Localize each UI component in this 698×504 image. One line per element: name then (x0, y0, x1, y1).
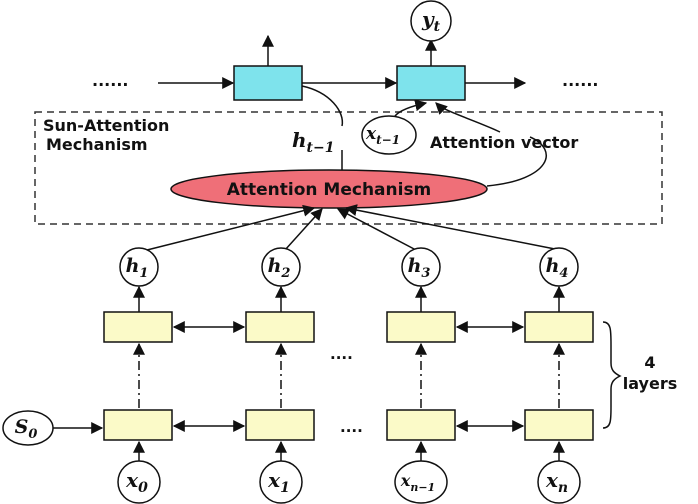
output-label-yt: yt (421, 7, 441, 35)
attention-vector-to-decoder (435, 102, 501, 133)
input-node-x0: x0 (117, 460, 161, 504)
top-middle-dots: .... (330, 345, 353, 363)
attention-title-line1: Sun-Attention (43, 116, 169, 135)
x-prev-label: xt−1 (365, 124, 400, 147)
svg-text:xn−1: xn−1 (400, 471, 435, 494)
attention-title-line2: Mechanism (46, 135, 148, 154)
decoder-cell-current (396, 65, 466, 101)
svg-text:h2: h2 (268, 255, 291, 281)
hidden-state-h2: h2 (261, 247, 301, 287)
encoder-top-cell-1 (103, 311, 173, 343)
layers-label-count: 4 (644, 353, 655, 372)
decoder-right-dots: ...... (562, 71, 598, 90)
encoder-top-cell-2 (245, 311, 315, 343)
h-prev-label: ht−1 (292, 128, 335, 156)
attention-mechanism-label: Attention Mechanism (227, 180, 432, 200)
decoder-cell-prev (233, 65, 303, 101)
encoder-bottom-cell-1 (103, 409, 173, 441)
initial-state-label: S0 (15, 416, 38, 442)
encoder-bottom-cell-2 (245, 409, 315, 441)
h-prev-connector (301, 85, 344, 127)
output-node-yt (410, 0, 452, 42)
h1-to-attention-arrow (146, 204, 316, 251)
bottom-middle-dots: .... (340, 418, 363, 436)
input-node-xn: xn (537, 460, 581, 504)
svg-text:x0: x0 (125, 468, 148, 496)
svg-text:xn: xn (545, 468, 568, 496)
attention-vector-label: Attention vector (430, 133, 578, 152)
encoder-top-cell-3 (386, 311, 456, 343)
attention-container-box (34, 111, 663, 225)
x-prev-node (361, 115, 417, 155)
h4-to-attention-arrow (344, 204, 561, 251)
input-node-x1: x1 (259, 460, 303, 504)
decoder-left-dots: ...... (92, 71, 128, 90)
layers-bracket (602, 321, 622, 429)
attention-mechanism-node (170, 169, 488, 209)
hidden-state-h3: h3 (401, 247, 441, 287)
x-prev-connector (394, 99, 428, 117)
h3-to-attention-arrow (336, 208, 417, 251)
encoder-bottom-cell-3 (386, 409, 456, 441)
layers-label-text: layers (623, 374, 677, 393)
svg-text:x1: x1 (267, 468, 290, 496)
svg-text:h4: h4 (546, 255, 569, 281)
encoder-top-cell-4 (524, 311, 594, 343)
hidden-state-h1: h1 (119, 247, 159, 287)
svg-text:h1: h1 (126, 255, 149, 281)
h2-to-attention-arrow (284, 208, 323, 251)
attention-vector-from-mechanism (486, 136, 547, 187)
encoder-bottom-cell-4 (524, 409, 594, 441)
hidden-state-h4: h4 (539, 247, 579, 287)
svg-text:h3: h3 (408, 255, 431, 281)
input-node-xn-minus-1: xn−1 (394, 460, 448, 504)
